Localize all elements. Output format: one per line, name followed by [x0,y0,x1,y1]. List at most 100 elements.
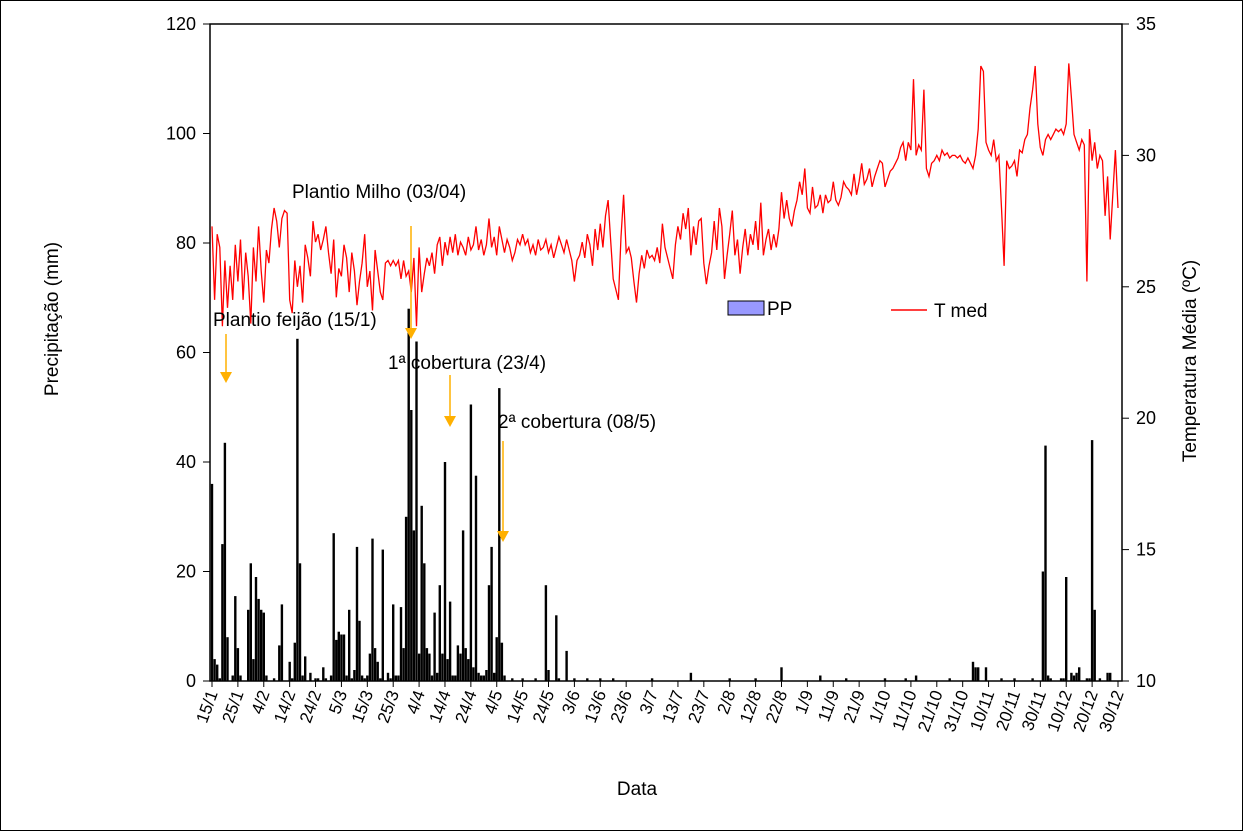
precipitation-bar [389,678,392,681]
x-tick-label: 12/8 [736,688,765,726]
y-left-tick-label: 40 [176,452,196,472]
precipitation-bar [291,678,294,681]
x-tick-label: 25/1 [218,688,247,726]
precipitation-bar [332,533,335,681]
annotations: Plantio feijão (15/1) Plantio Milho (03/0… [213,182,656,542]
legend: PP T med [727,299,988,322]
precipitation-bar [819,675,822,681]
right-axis: 10 15 20 25 30 35 [1122,14,1156,691]
precipitation-bar [511,678,514,681]
temperature-line [211,63,1119,327]
precipitation-bar [425,648,429,681]
precipitation-bar [404,516,408,682]
precipitation-bar [358,620,361,681]
precipitation-bar [612,678,615,681]
precipitation-bar [490,546,493,681]
y-left-tick-label: 20 [176,562,196,582]
precipitation-bar [293,642,296,681]
precipitation-bar [417,653,421,681]
precipitation-bar [298,563,302,681]
precipitation-bar [355,546,359,681]
precipitation-bar [342,634,346,681]
precipitation-bar [977,667,980,681]
legend-pp-label: PP [767,299,792,320]
precipitation-bar [257,598,260,681]
y-left-tick-label: 80 [176,233,196,253]
precipitation-bar [1098,678,1102,681]
precipitation-bar [376,661,379,681]
precipitation-bar [397,675,400,681]
y-right-tick-label: 20 [1136,408,1156,428]
precipitation-bar [438,585,441,681]
precipitation-bar [436,672,439,681]
precipitation-bar [477,672,480,681]
precipitation-bar [265,675,268,681]
precipitation-bar [1065,577,1068,681]
precipitation-bar [728,678,731,681]
y-left-tick-label: 60 [176,343,196,363]
precipitation-bar [353,670,356,681]
x-tick-label: 15/1 [193,688,222,726]
precipitation-bar [521,678,524,681]
precipitation-bar [780,667,783,681]
precipitation-bar [883,678,887,681]
precipitation-bar [446,659,449,681]
precipitation-bar [433,612,436,681]
precipitation-bar [386,672,390,681]
precipitation-bar [547,670,550,681]
precipitation-bar [689,672,693,681]
precipitation-bar [392,604,395,681]
annotation-arrow-head [497,531,509,542]
precipitation-bar [428,653,431,681]
precipitation-bar [493,672,496,681]
precipitation-bar [1059,678,1063,681]
precipitation-bar [324,678,328,681]
y-right-tick-label: 35 [1136,14,1156,34]
precipitation-bar [650,678,654,681]
precipitation-bar [555,615,558,681]
x-tick-label: 21/9 [840,688,869,726]
x-tick-label: 13/7 [658,688,687,726]
precipitation-bar [236,648,240,681]
precipitation-bar [410,410,413,681]
precipitation-bar [1044,445,1047,681]
precipitation-bar [278,645,281,681]
precipitation-bar [301,675,304,681]
precipitation-bar [350,678,353,681]
precipitation-bar [1041,571,1045,681]
x-tick-label: 15/3 [348,688,377,726]
x-tick-label: 23/7 [684,688,713,726]
precipitation-bar [363,678,366,681]
precipitation-bar [495,637,498,681]
precipitation-bar [252,659,255,681]
legend-tmed-label: T med [934,301,988,322]
precipitation-bar [1000,678,1003,681]
precipitation-bar [272,678,276,681]
legend-pp-swatch [727,300,765,316]
precipitation-bar [1072,675,1076,681]
precipitation-bar [1093,609,1096,681]
precipitation-bar [366,675,369,681]
precipitation-bar [469,404,473,681]
precipitation-bar [216,664,219,681]
precipitation-bar [1070,672,1073,681]
precipitation-bar [534,678,537,681]
x-tick-label: 13/6 [581,688,610,726]
precipitation-bar [340,634,343,681]
y-right-tick-label: 25 [1136,277,1156,297]
x-tick-label: 4/5 [481,688,507,717]
annotation-arrow-head [405,328,417,339]
x-tick-label: 2/8 [714,688,740,717]
precipitation-bar [1031,678,1034,681]
precipitation-bar [1088,678,1091,681]
annotation-label: Plantio feijão (15/1) [213,310,377,331]
precipitation-bar [454,675,457,681]
precipitation-bar [348,609,351,681]
annotation-arrow-head [220,372,232,383]
y-left-tick-label: 120 [166,14,196,34]
precipitation-bar [231,675,234,681]
annotation-arrow-head [444,416,456,427]
y-right-tick-label: 30 [1136,145,1156,165]
precipitation-bar [371,538,374,681]
precipitation-bar [412,530,416,681]
